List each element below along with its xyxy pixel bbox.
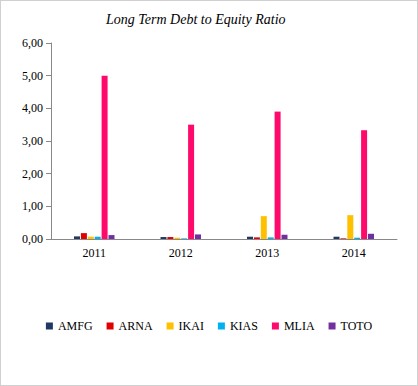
svg-text:IKAI: IKAI — [179, 319, 204, 333]
svg-text:AMFG: AMFG — [58, 319, 93, 333]
svg-text:2014: 2014 — [342, 246, 366, 260]
svg-text:Long Term Debt to Equity Ratio: Long Term Debt to Equity Ratio — [105, 12, 286, 27]
svg-text:KIAS: KIAS — [230, 319, 258, 333]
svg-text:ARNA: ARNA — [119, 319, 153, 333]
svg-text:3,00: 3,00 — [22, 134, 43, 148]
svg-text:0,00: 0,00 — [22, 232, 43, 246]
svg-text:5,00: 5,00 — [22, 69, 43, 83]
svg-text:2,00: 2,00 — [22, 167, 43, 181]
svg-text:2013: 2013 — [255, 246, 279, 260]
svg-text:2011: 2011 — [82, 246, 106, 260]
svg-text:1,00: 1,00 — [22, 199, 43, 213]
svg-text:MLIA: MLIA — [284, 319, 315, 333]
svg-text:TOTO: TOTO — [341, 319, 373, 333]
svg-text:4,00: 4,00 — [22, 101, 43, 115]
svg-text:2012: 2012 — [169, 246, 193, 260]
svg-text:6,00: 6,00 — [22, 36, 43, 50]
